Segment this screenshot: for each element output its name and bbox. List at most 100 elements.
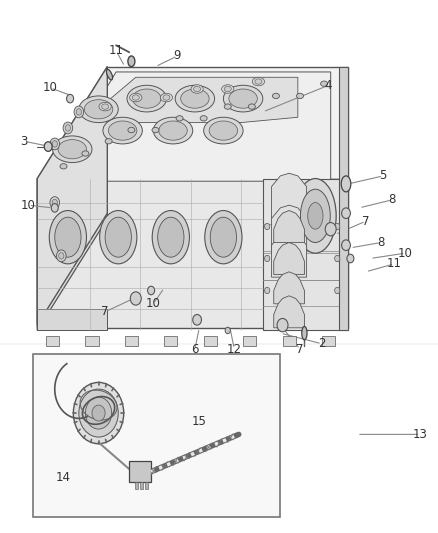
Ellipse shape (176, 116, 183, 121)
Text: 13: 13 (413, 428, 428, 441)
Polygon shape (274, 243, 304, 274)
Bar (322, 336, 335, 346)
Ellipse shape (255, 79, 262, 84)
Ellipse shape (335, 223, 340, 230)
Ellipse shape (335, 287, 340, 294)
Ellipse shape (307, 203, 323, 229)
Ellipse shape (49, 211, 86, 264)
Text: 7: 7 (362, 215, 370, 228)
Bar (140, 482, 143, 489)
Ellipse shape (85, 397, 112, 429)
Ellipse shape (99, 102, 111, 111)
Text: 10: 10 (43, 82, 58, 94)
Ellipse shape (76, 109, 81, 115)
Text: 8: 8 (378, 236, 385, 249)
Text: 5: 5 (380, 169, 387, 182)
Ellipse shape (321, 81, 328, 86)
Ellipse shape (223, 85, 263, 112)
Bar (283, 336, 296, 346)
Ellipse shape (152, 211, 189, 264)
Polygon shape (274, 272, 304, 304)
Bar (145, 482, 148, 489)
Ellipse shape (193, 314, 201, 325)
Ellipse shape (194, 86, 201, 92)
Bar (33, 354, 280, 517)
Ellipse shape (265, 287, 270, 294)
Ellipse shape (92, 405, 105, 421)
Ellipse shape (102, 104, 109, 109)
Polygon shape (37, 67, 107, 325)
Ellipse shape (52, 141, 57, 147)
Ellipse shape (51, 204, 58, 212)
Ellipse shape (128, 127, 135, 133)
Ellipse shape (132, 95, 139, 100)
Ellipse shape (175, 85, 215, 112)
Ellipse shape (342, 208, 350, 219)
Ellipse shape (225, 327, 230, 334)
Ellipse shape (79, 96, 118, 123)
Ellipse shape (342, 240, 350, 251)
Ellipse shape (60, 164, 67, 169)
Text: 7: 7 (296, 343, 304, 356)
Polygon shape (37, 67, 107, 330)
Ellipse shape (180, 89, 209, 108)
Text: 8: 8 (389, 193, 396, 206)
Ellipse shape (74, 106, 84, 118)
Ellipse shape (82, 151, 89, 156)
Text: 2: 2 (318, 337, 326, 350)
Ellipse shape (209, 121, 237, 140)
Polygon shape (129, 461, 151, 482)
Bar (135, 482, 138, 489)
Ellipse shape (205, 211, 242, 264)
Ellipse shape (277, 318, 288, 332)
Ellipse shape (325, 223, 336, 236)
Ellipse shape (50, 197, 60, 208)
Ellipse shape (127, 85, 166, 112)
Polygon shape (339, 67, 348, 330)
Polygon shape (37, 309, 107, 330)
Ellipse shape (297, 93, 304, 99)
Ellipse shape (248, 104, 255, 109)
Ellipse shape (63, 122, 73, 134)
Ellipse shape (294, 179, 336, 253)
Ellipse shape (272, 93, 279, 99)
Ellipse shape (302, 326, 307, 340)
Ellipse shape (300, 189, 330, 243)
Text: 9: 9 (173, 50, 181, 62)
Ellipse shape (100, 211, 137, 264)
Polygon shape (272, 232, 307, 277)
Ellipse shape (44, 142, 52, 151)
Text: 10: 10 (146, 297, 161, 310)
Ellipse shape (67, 94, 74, 103)
Text: 4: 4 (325, 79, 332, 92)
Ellipse shape (65, 125, 71, 131)
Ellipse shape (265, 223, 270, 230)
Ellipse shape (84, 100, 113, 119)
Ellipse shape (106, 69, 113, 80)
Ellipse shape (158, 217, 184, 257)
Ellipse shape (59, 253, 64, 259)
Ellipse shape (58, 140, 87, 159)
Ellipse shape (347, 254, 354, 263)
Ellipse shape (252, 77, 265, 86)
Ellipse shape (109, 121, 137, 140)
Ellipse shape (128, 56, 135, 67)
Ellipse shape (79, 389, 118, 437)
Ellipse shape (73, 383, 124, 443)
Ellipse shape (131, 292, 141, 305)
Ellipse shape (105, 217, 131, 257)
Ellipse shape (229, 89, 258, 108)
Text: 11: 11 (109, 44, 124, 57)
Ellipse shape (265, 255, 270, 262)
Ellipse shape (224, 104, 231, 109)
Polygon shape (85, 77, 298, 123)
Text: 6: 6 (191, 343, 199, 356)
Ellipse shape (130, 93, 142, 102)
Ellipse shape (224, 86, 231, 92)
Bar (164, 336, 177, 346)
Ellipse shape (53, 136, 92, 163)
Ellipse shape (50, 138, 60, 150)
Ellipse shape (163, 95, 170, 100)
Text: 7: 7 (101, 305, 109, 318)
Ellipse shape (222, 85, 234, 93)
